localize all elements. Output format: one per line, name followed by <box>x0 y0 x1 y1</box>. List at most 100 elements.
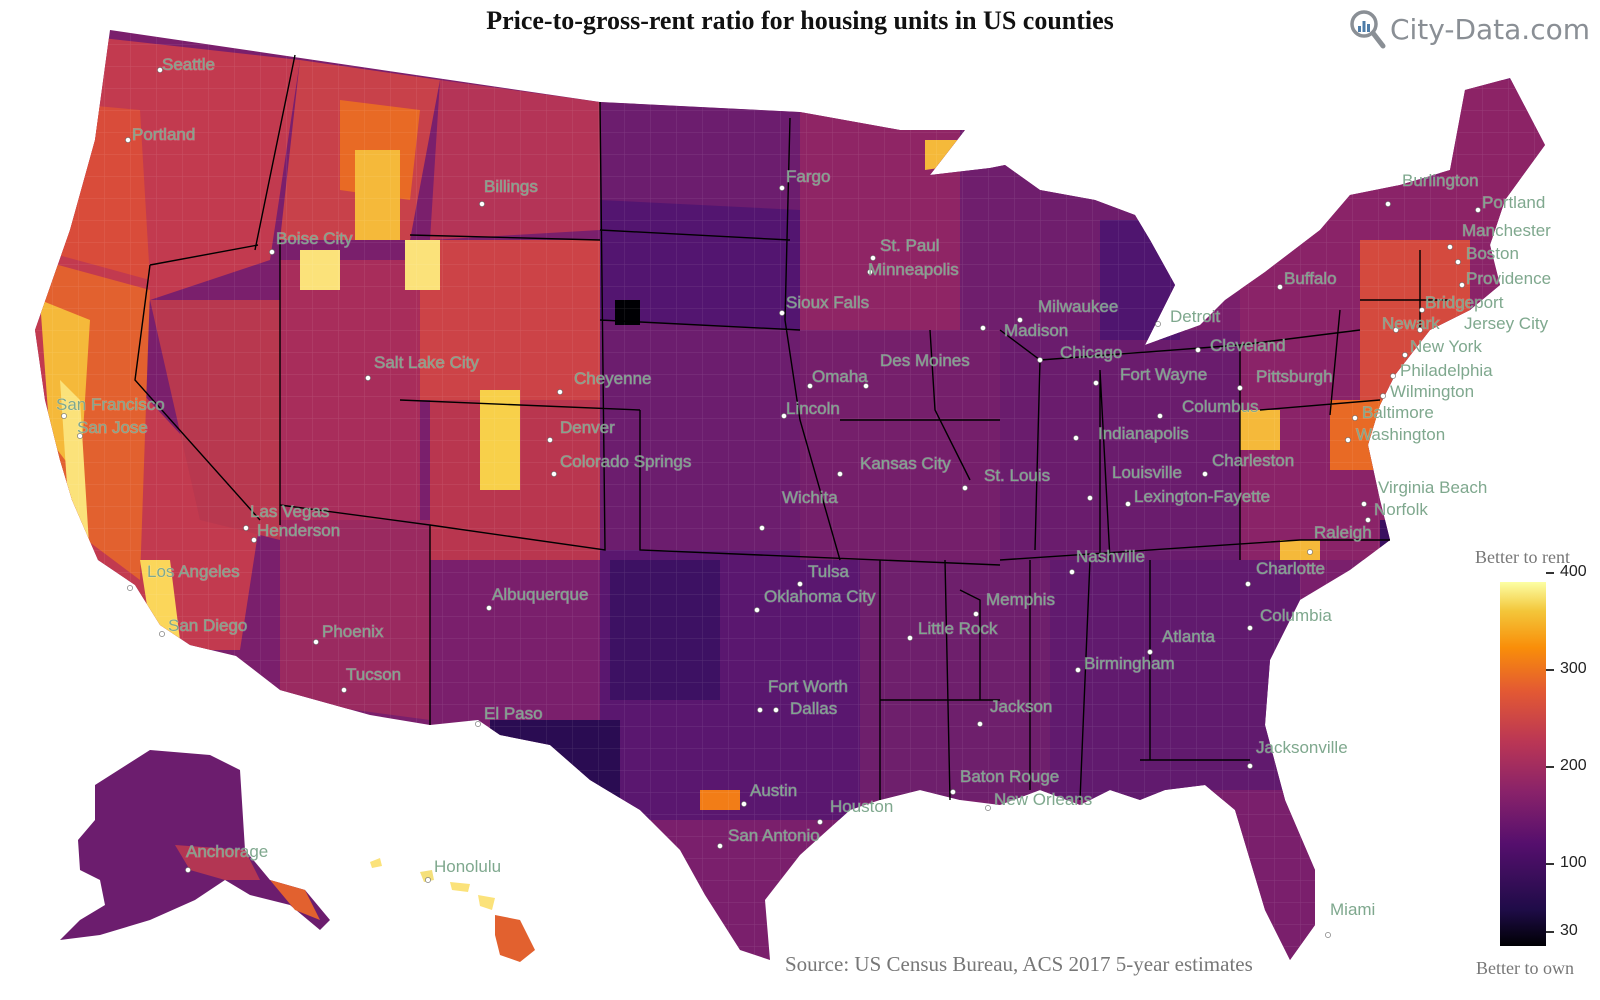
city-dot <box>269 249 275 255</box>
colorbar-tick <box>1546 766 1554 768</box>
colorbar-tick <box>1546 572 1554 574</box>
city-dot <box>817 819 823 825</box>
city-dot <box>1247 763 1253 769</box>
city-label: Omaha <box>812 367 868 386</box>
city-dot <box>741 801 747 807</box>
city-dot <box>479 201 485 207</box>
city-label: Tulsa <box>808 562 849 581</box>
city-dot <box>950 789 956 795</box>
source-note: Source: US Census Bureau, ACS 2017 5-yea… <box>785 952 1253 976</box>
city-dot <box>980 325 986 331</box>
colorbar <box>1500 582 1546 946</box>
city-dot <box>77 433 83 439</box>
city-dot <box>1402 352 1408 358</box>
city-dot <box>759 525 765 531</box>
city-label: San Diego <box>168 616 247 635</box>
city-dot <box>779 310 785 316</box>
city-dot <box>1037 357 1043 363</box>
city-dot <box>159 631 165 637</box>
city-label: Milwaukee <box>1038 297 1118 316</box>
city-label: Kansas City <box>860 454 951 473</box>
city-label: Colorado Springs <box>560 452 691 471</box>
city-dot <box>1017 317 1023 323</box>
city-label: Raleigh <box>1314 523 1372 542</box>
magnifier-icon <box>1350 10 1386 49</box>
city-label: St. Louis <box>984 466 1050 485</box>
city-label: Anchorage <box>186 842 268 861</box>
city-dot <box>973 611 979 617</box>
city-dot <box>1277 284 1283 290</box>
city-dot <box>1325 932 1331 938</box>
city-label: Newark <box>1382 314 1440 333</box>
city-dot <box>1093 380 1099 386</box>
colorbar-tick-label: 30 <box>1560 922 1578 939</box>
city-dot <box>977 721 983 727</box>
brand-name: City-Data.com <box>1389 12 1590 46</box>
city-dot <box>1247 625 1253 631</box>
city-dot <box>781 413 787 419</box>
city-dot <box>962 485 968 491</box>
city-dot <box>1237 385 1243 391</box>
city-dot <box>425 877 431 883</box>
city-dot <box>867 269 873 275</box>
city-dot <box>797 581 803 587</box>
city-label: Dallas <box>790 699 837 718</box>
city-dot <box>1459 282 1465 288</box>
city-label: Wichita <box>782 488 838 507</box>
city-markers: Seattle Portland Billings Boise City Fargo St… <box>56 55 1552 938</box>
city-label: Jacksonville <box>1256 738 1348 757</box>
city-dot <box>1157 413 1163 419</box>
city-label: Phoenix <box>322 622 384 641</box>
city-label: Columbia <box>1260 606 1332 625</box>
city-label: Jackson <box>990 697 1052 716</box>
city-dot <box>486 605 492 611</box>
colorbar-tick-label: 300 <box>1560 660 1587 677</box>
city-label: San Francisco <box>56 395 165 414</box>
city-label: Henderson <box>257 521 340 540</box>
city-dot <box>185 867 191 873</box>
city-dot <box>1155 321 1161 327</box>
city-dot <box>779 185 785 191</box>
city-dot <box>1417 327 1423 333</box>
city-label: Tucson <box>346 665 401 684</box>
city-label: Pittsburgh <box>1256 367 1333 386</box>
city-dot <box>907 635 913 641</box>
city-dot <box>1147 649 1153 655</box>
city-label: Lincoln <box>786 399 840 418</box>
city-label: Fort Worth <box>768 677 848 696</box>
city-dot <box>773 707 779 713</box>
city-dot <box>551 471 557 477</box>
city-dot <box>1475 207 1481 213</box>
city-label: Detroit <box>1170 307 1220 326</box>
city-dot <box>1195 347 1201 353</box>
city-label: Miami <box>1330 900 1375 919</box>
city-label: Washington <box>1356 425 1445 444</box>
city-label: New Orleans <box>994 790 1092 809</box>
city-label: Memphis <box>986 590 1055 609</box>
city-label: Seattle <box>162 55 215 74</box>
city-dot <box>125 137 131 143</box>
city-dot <box>985 805 991 811</box>
city-label: Louisville <box>1112 463 1182 482</box>
city-label: Nashville <box>1076 547 1145 566</box>
city-label: San Antonio <box>728 826 820 845</box>
city-dot <box>837 471 843 477</box>
city-label: Las Vegas <box>250 502 329 521</box>
city-dot <box>547 437 553 443</box>
city-dot <box>475 721 481 727</box>
city-label: Austin <box>750 781 797 800</box>
city-label: Charlotte <box>1256 559 1325 578</box>
city-label: Fargo <box>786 167 830 186</box>
city-label: Indianapolis <box>1098 424 1189 443</box>
legend-bottom-label: Better to own <box>1476 958 1574 978</box>
city-dot <box>251 537 257 543</box>
city-label: Norfolk <box>1374 500 1428 519</box>
brand-logo[interactable]: City-Data.com <box>1348 6 1590 52</box>
city-dot <box>1087 495 1093 501</box>
city-dot <box>1380 393 1386 399</box>
city-label: Lexington-Fayette <box>1134 487 1270 506</box>
city-dot <box>1419 307 1425 313</box>
city-dot <box>365 375 371 381</box>
city-label: Wilmington <box>1390 382 1474 401</box>
